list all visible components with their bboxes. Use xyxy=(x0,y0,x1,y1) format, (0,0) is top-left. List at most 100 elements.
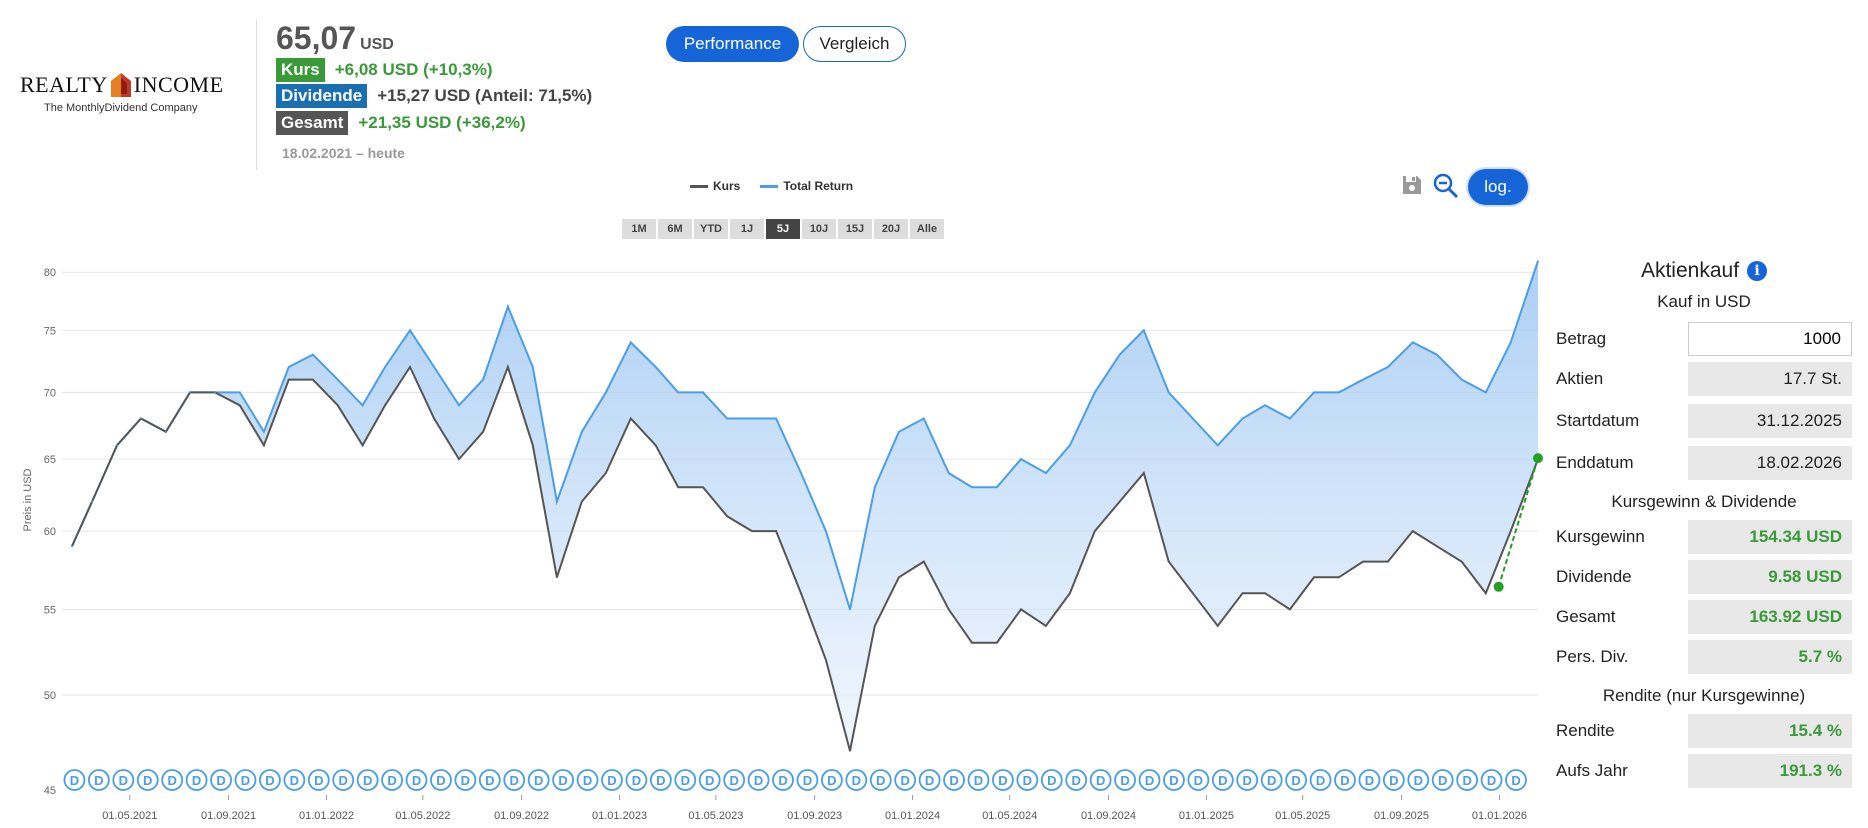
dividend-marker-label: D xyxy=(1389,773,1398,788)
data-point-kurs xyxy=(581,500,583,503)
data-point-kurs xyxy=(1045,625,1047,627)
dividend-marker-label: D xyxy=(558,773,567,788)
range-button-alle[interactable]: Alle xyxy=(910,219,944,239)
tab-performance[interactable]: Performance xyxy=(666,26,799,62)
dividend-marker-label: D xyxy=(607,773,616,788)
dividend-marker xyxy=(674,769,697,791)
dividend-marker-label: D xyxy=(656,773,665,788)
range-button-20j[interactable]: 20J xyxy=(874,219,908,239)
dividend-marker-label: D xyxy=(412,773,421,788)
dividend-marker xyxy=(845,769,868,791)
enddatum-row: Enddatum 18.02.2026 xyxy=(1556,444,1852,482)
dividend-marker xyxy=(1358,769,1381,791)
data-point-total-return xyxy=(775,417,777,420)
dividende-badge: Dividende xyxy=(276,84,368,108)
dividend-marker-label: D xyxy=(314,773,323,788)
dividend-marker-label: D xyxy=(778,773,787,788)
kursgewinn-value: 154.34 USD xyxy=(1688,520,1852,554)
data-point-total-return xyxy=(1216,444,1219,447)
data-point-total-return xyxy=(287,366,290,368)
range-button-15j[interactable]: 15J xyxy=(838,219,872,239)
performance-chart[interactable]: 45 50 55 60 65 70 75 80 Preis in USD 01.05.2021 01… xyxy=(0,250,1550,828)
log-scale-toggle[interactable]: log. xyxy=(1468,169,1528,205)
save-icon[interactable] xyxy=(1400,173,1424,197)
dividend-marker-label: D xyxy=(876,773,885,788)
data-point-kurs xyxy=(1118,500,1121,503)
data-point-total-return xyxy=(996,486,998,489)
dividend-marker xyxy=(478,769,501,791)
dividend-marker xyxy=(63,769,86,791)
x-tick-label: 01.05.2025 xyxy=(1275,810,1330,822)
dividend-marker xyxy=(1089,769,1112,791)
dividend-marker xyxy=(649,769,672,791)
legend-item-kurs[interactable]: Kurs xyxy=(690,179,740,193)
data-point-kurs xyxy=(312,378,314,381)
y-tick-label: 55 xyxy=(44,604,56,616)
data-point-kurs xyxy=(1167,560,1170,563)
range-button-1m[interactable]: 1M xyxy=(622,219,656,239)
dividend-marker-label: D xyxy=(192,773,201,788)
dividend-marker xyxy=(161,769,184,791)
data-point-kurs xyxy=(800,592,802,594)
dividend-marker xyxy=(283,769,306,791)
dividend-marker-label: D xyxy=(1243,773,1252,788)
rendite-label: Rendite xyxy=(1556,721,1615,740)
data-point-total-return xyxy=(1241,417,1244,420)
data-point-kurs xyxy=(825,659,827,661)
data-point-kurs xyxy=(1289,608,1291,611)
dividend-marker-label: D xyxy=(1096,773,1105,788)
data-point-kurs xyxy=(1485,592,1487,594)
enddatum-field[interactable]: 18.02.2026 xyxy=(1688,446,1852,480)
dividend-marker-label: D xyxy=(339,773,348,788)
tab-vergleich[interactable]: Vergleich xyxy=(803,26,906,62)
data-point-total-return xyxy=(1289,417,1291,420)
data-point-kurs xyxy=(677,486,679,489)
kurs-change: +6,08 USD (+10,3%) xyxy=(334,60,493,79)
panel-subtitle: Kauf in USD xyxy=(1657,292,1751,311)
data-point-total-return xyxy=(1436,353,1438,356)
zoom-out-icon[interactable] xyxy=(1432,172,1460,200)
data-point-total-return xyxy=(825,530,827,532)
dividend-marker xyxy=(259,769,281,791)
x-tick-label: 01.01.2022 xyxy=(299,810,354,822)
dividend-marker xyxy=(1456,769,1479,791)
company-logo: REALTY INCOME The MonthlyDividend Compan… xyxy=(20,72,230,122)
dividend-marker xyxy=(356,769,379,791)
dividend-marker-label: D xyxy=(949,773,958,788)
gesamt-panel-row: Gesamt 163.92 USD xyxy=(1556,598,1852,636)
dividend-marker xyxy=(332,769,355,791)
data-point-kurs xyxy=(654,444,657,447)
aufsjahr-label: Aufs Jahr xyxy=(1556,761,1628,780)
range-button-ytd[interactable]: YTD xyxy=(694,219,728,239)
data-point-total-return xyxy=(1485,391,1487,394)
dividend-marker xyxy=(185,769,208,791)
betrag-input[interactable] xyxy=(1688,322,1852,356)
range-button-1j[interactable]: 1J xyxy=(730,219,764,239)
range-button-10j[interactable]: 10J xyxy=(802,219,836,239)
dividend-marker xyxy=(1334,769,1356,791)
data-point-total-return xyxy=(116,444,118,447)
data-point-total-return xyxy=(1411,341,1414,344)
range-button-6m[interactable]: 6M xyxy=(658,219,692,239)
x-tick-label: 01.09.2021 xyxy=(201,810,256,822)
dividend-marker-label: D xyxy=(998,773,1007,788)
data-point-kurs xyxy=(971,641,973,644)
data-point-kurs xyxy=(287,378,290,381)
info-icon[interactable]: i xyxy=(1747,261,1768,281)
startdatum-field[interactable]: 31.12.2025 xyxy=(1688,404,1852,438)
section-kursgewinn-dividende: Kursgewinn & Dividende xyxy=(1611,492,1797,511)
x-tick-label: 01.01.2025 xyxy=(1179,810,1234,822)
data-point-total-return xyxy=(238,391,241,394)
data-point-total-return xyxy=(1143,329,1145,332)
data-point-total-return xyxy=(165,431,167,433)
x-tick-label: 01.01.2023 xyxy=(592,810,647,822)
betrag-label: Betrag xyxy=(1556,329,1607,348)
purchase-period-line xyxy=(1497,457,1539,588)
data-point-total-return xyxy=(629,341,632,344)
dividend-marker-label: D xyxy=(803,773,812,788)
data-point-total-return xyxy=(1509,341,1512,344)
range-button-5j[interactable]: 5J xyxy=(766,219,800,239)
legend-item-total-return[interactable]: Total Return xyxy=(760,179,853,193)
data-point-kurs xyxy=(409,366,411,368)
data-point-kurs xyxy=(556,576,558,579)
